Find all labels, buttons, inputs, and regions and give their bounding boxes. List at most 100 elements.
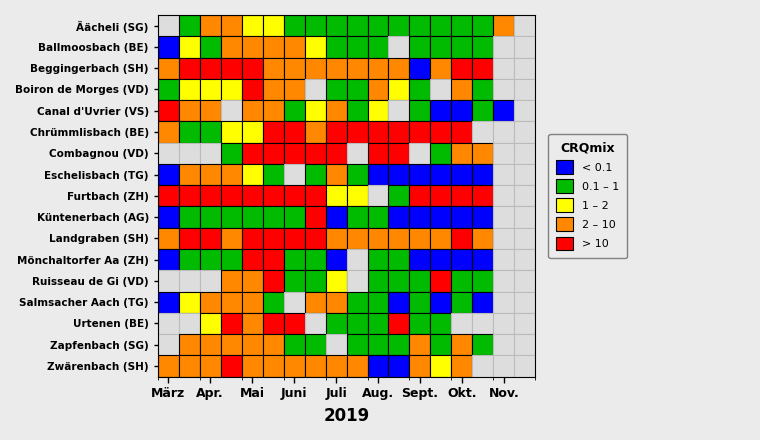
- FancyBboxPatch shape: [325, 79, 347, 100]
- FancyBboxPatch shape: [325, 249, 347, 270]
- FancyBboxPatch shape: [451, 185, 473, 206]
- FancyBboxPatch shape: [410, 313, 430, 334]
- FancyBboxPatch shape: [200, 36, 220, 58]
- FancyBboxPatch shape: [430, 58, 451, 79]
- FancyBboxPatch shape: [158, 143, 179, 164]
- FancyBboxPatch shape: [368, 206, 388, 228]
- FancyBboxPatch shape: [410, 100, 430, 121]
- FancyBboxPatch shape: [451, 58, 473, 79]
- FancyBboxPatch shape: [430, 228, 451, 249]
- FancyBboxPatch shape: [220, 58, 242, 79]
- FancyBboxPatch shape: [368, 121, 388, 143]
- FancyBboxPatch shape: [220, 15, 242, 36]
- FancyBboxPatch shape: [283, 270, 305, 292]
- FancyBboxPatch shape: [179, 356, 200, 377]
- FancyBboxPatch shape: [388, 121, 410, 143]
- FancyBboxPatch shape: [325, 58, 347, 79]
- FancyBboxPatch shape: [158, 36, 179, 58]
- FancyBboxPatch shape: [283, 15, 305, 36]
- FancyBboxPatch shape: [347, 79, 368, 100]
- FancyBboxPatch shape: [283, 58, 305, 79]
- FancyBboxPatch shape: [430, 121, 451, 143]
- FancyBboxPatch shape: [493, 228, 515, 249]
- FancyBboxPatch shape: [325, 36, 347, 58]
- FancyBboxPatch shape: [305, 15, 325, 36]
- FancyBboxPatch shape: [220, 143, 242, 164]
- FancyBboxPatch shape: [325, 143, 347, 164]
- FancyBboxPatch shape: [179, 121, 200, 143]
- FancyBboxPatch shape: [388, 100, 410, 121]
- FancyBboxPatch shape: [179, 100, 200, 121]
- FancyBboxPatch shape: [388, 79, 410, 100]
- FancyBboxPatch shape: [515, 121, 535, 143]
- FancyBboxPatch shape: [242, 249, 263, 270]
- FancyBboxPatch shape: [493, 58, 515, 79]
- FancyBboxPatch shape: [410, 79, 430, 100]
- FancyBboxPatch shape: [410, 164, 430, 185]
- FancyBboxPatch shape: [347, 100, 368, 121]
- FancyBboxPatch shape: [283, 313, 305, 334]
- FancyBboxPatch shape: [347, 292, 368, 313]
- FancyBboxPatch shape: [493, 292, 515, 313]
- FancyBboxPatch shape: [200, 121, 220, 143]
- FancyBboxPatch shape: [473, 121, 493, 143]
- FancyBboxPatch shape: [388, 270, 410, 292]
- FancyBboxPatch shape: [473, 206, 493, 228]
- FancyBboxPatch shape: [368, 164, 388, 185]
- FancyBboxPatch shape: [263, 36, 283, 58]
- FancyBboxPatch shape: [179, 313, 200, 334]
- FancyBboxPatch shape: [305, 313, 325, 334]
- FancyBboxPatch shape: [179, 249, 200, 270]
- FancyBboxPatch shape: [493, 15, 515, 36]
- FancyBboxPatch shape: [200, 58, 220, 79]
- FancyBboxPatch shape: [388, 313, 410, 334]
- FancyBboxPatch shape: [263, 58, 283, 79]
- FancyBboxPatch shape: [368, 270, 388, 292]
- FancyBboxPatch shape: [283, 356, 305, 377]
- FancyBboxPatch shape: [220, 249, 242, 270]
- FancyBboxPatch shape: [305, 79, 325, 100]
- FancyBboxPatch shape: [410, 15, 430, 36]
- FancyBboxPatch shape: [263, 270, 283, 292]
- FancyBboxPatch shape: [305, 185, 325, 206]
- FancyBboxPatch shape: [515, 79, 535, 100]
- FancyBboxPatch shape: [493, 143, 515, 164]
- FancyBboxPatch shape: [158, 313, 179, 334]
- FancyBboxPatch shape: [388, 249, 410, 270]
- FancyBboxPatch shape: [388, 292, 410, 313]
- FancyBboxPatch shape: [220, 164, 242, 185]
- FancyBboxPatch shape: [473, 228, 493, 249]
- FancyBboxPatch shape: [158, 164, 179, 185]
- FancyBboxPatch shape: [430, 206, 451, 228]
- FancyBboxPatch shape: [200, 249, 220, 270]
- FancyBboxPatch shape: [388, 228, 410, 249]
- FancyBboxPatch shape: [263, 313, 283, 334]
- FancyBboxPatch shape: [347, 334, 368, 356]
- FancyBboxPatch shape: [347, 15, 368, 36]
- FancyBboxPatch shape: [430, 164, 451, 185]
- FancyBboxPatch shape: [493, 334, 515, 356]
- FancyBboxPatch shape: [220, 206, 242, 228]
- FancyBboxPatch shape: [263, 79, 283, 100]
- FancyBboxPatch shape: [473, 36, 493, 58]
- FancyBboxPatch shape: [388, 143, 410, 164]
- FancyBboxPatch shape: [473, 58, 493, 79]
- FancyBboxPatch shape: [388, 206, 410, 228]
- FancyBboxPatch shape: [158, 185, 179, 206]
- FancyBboxPatch shape: [451, 164, 473, 185]
- FancyBboxPatch shape: [158, 249, 179, 270]
- FancyBboxPatch shape: [515, 164, 535, 185]
- FancyBboxPatch shape: [179, 79, 200, 100]
- FancyBboxPatch shape: [305, 270, 325, 292]
- FancyBboxPatch shape: [263, 15, 283, 36]
- FancyBboxPatch shape: [451, 79, 473, 100]
- FancyBboxPatch shape: [305, 36, 325, 58]
- FancyBboxPatch shape: [430, 356, 451, 377]
- FancyBboxPatch shape: [242, 185, 263, 206]
- FancyBboxPatch shape: [430, 143, 451, 164]
- FancyBboxPatch shape: [283, 36, 305, 58]
- FancyBboxPatch shape: [220, 185, 242, 206]
- FancyBboxPatch shape: [325, 356, 347, 377]
- FancyBboxPatch shape: [220, 313, 242, 334]
- FancyBboxPatch shape: [347, 356, 368, 377]
